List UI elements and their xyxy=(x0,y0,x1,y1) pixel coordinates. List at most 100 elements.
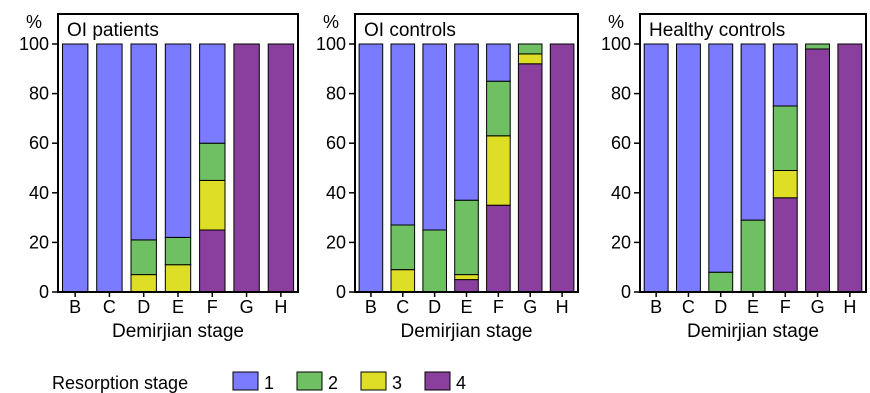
y-tick-label-100: 100 xyxy=(316,34,346,54)
bar-segment-C-stage-1 xyxy=(676,43,701,293)
x-axis-label: Demirjian stage xyxy=(401,321,533,342)
panel-title: OI controls xyxy=(364,20,456,41)
bar-segment-F-stage-4 xyxy=(486,204,511,293)
bar-segment-C-stage-2 xyxy=(390,224,416,271)
plot-frame xyxy=(354,13,579,293)
bar-segment-G-stage-4 xyxy=(233,43,260,293)
bar-segment-C-stage-1 xyxy=(390,43,416,226)
x-tick-label-E: E xyxy=(747,297,759,317)
legend-item-label-2: 2 xyxy=(328,373,338,393)
bar-segment-F-stage-3 xyxy=(772,170,798,199)
bar-segment-F-stage-1 xyxy=(199,43,226,144)
y-tick-label-80: 80 xyxy=(326,84,346,104)
chart-panel-2: B C D E F G H 0 20 40 60 80 100 OI controls% Demirjian… xyxy=(316,12,579,342)
bar-segment-D-stage-1 xyxy=(130,43,157,241)
legend: Resorption stage 1 2 3 4 xyxy=(52,371,466,393)
y-tick-label-60: 60 xyxy=(326,133,346,153)
legend-swatch-4 xyxy=(424,371,451,391)
bar-segment-F-stage-1 xyxy=(772,43,798,107)
x-tick-label-B: B xyxy=(69,297,81,317)
bar-segment-E-stage-2 xyxy=(740,219,766,293)
bar-segment-E-stage-2 xyxy=(454,199,479,276)
bar-segment-E-stage-3 xyxy=(454,274,479,281)
legend-label: Resorption stage xyxy=(52,373,188,393)
legend-swatch-3 xyxy=(360,371,387,391)
bar-segment-F-stage-2 xyxy=(199,142,226,181)
bar-segment-F-stage-4 xyxy=(199,229,226,293)
x-tick-label-F: F xyxy=(493,297,504,317)
x-tick-label-H: H xyxy=(556,297,569,317)
bar-segment-E-stage-1 xyxy=(740,43,766,221)
legend-swatch-2 xyxy=(296,371,323,391)
legend-item-label-4: 4 xyxy=(456,373,466,393)
y-tick-label-40: 40 xyxy=(29,183,49,203)
bar-segment-D-stage-2 xyxy=(130,239,157,276)
x-tick-label-C: C xyxy=(682,297,695,317)
bar-segment-E-stage-2 xyxy=(164,236,192,266)
bar-segment-E-stage-4 xyxy=(454,279,479,293)
bar-segment-F-stage-1 xyxy=(486,43,511,82)
bar-segment-D-stage-2 xyxy=(708,271,734,293)
bar-segment-F-stage-3 xyxy=(199,179,226,231)
legend-item-label-1: 1 xyxy=(264,373,274,393)
bar-segment-C-stage-1 xyxy=(96,43,123,293)
bar-segment-H-stage-4 xyxy=(267,43,295,293)
x-tick-label-E: E xyxy=(460,297,472,317)
x-tick-label-D: D xyxy=(714,297,727,317)
y-tick-label-40: 40 xyxy=(611,183,631,203)
plot-frame xyxy=(639,13,867,293)
y-tick-label-20: 20 xyxy=(326,232,346,252)
legend-swatch-1 xyxy=(232,371,259,391)
bar-segment-H-stage-4 xyxy=(837,43,863,293)
plot-frame xyxy=(57,13,299,293)
legend-items: 1 2 3 4 xyxy=(232,371,466,393)
bar-segment-B-stage-1 xyxy=(643,43,669,293)
bar-segment-E-stage-3 xyxy=(164,264,192,293)
y-tick-label-0: 0 xyxy=(336,282,346,302)
x-tick-label-G: G xyxy=(240,297,254,317)
x-tick-label-F: F xyxy=(780,297,791,317)
bar-segment-F-stage-2 xyxy=(486,80,511,137)
y-tick-label-60: 60 xyxy=(611,133,631,153)
bar-segment-G-stage-2 xyxy=(517,43,543,55)
panel-title: Healthy controls xyxy=(649,20,785,41)
chart-panel-1: B C D E F G H 0 20 40 60 80 100 OI patients% Demirjian… xyxy=(19,12,299,342)
panel-title: OI patients xyxy=(67,20,159,41)
bar-segment-G-stage-4 xyxy=(517,63,543,293)
x-tick-label-G: G xyxy=(811,297,825,317)
x-tick-label-D: D xyxy=(428,297,441,317)
bar-segment-G-stage-4 xyxy=(805,48,830,293)
chart-panel-3: B C D E F G H 0 20 40 60 80 100 Healthy controls% Demi… xyxy=(601,12,867,342)
bar-segment-B-stage-1 xyxy=(358,43,384,293)
bar-segment-D-stage-1 xyxy=(708,43,734,273)
x-tick-label-D: D xyxy=(137,297,150,317)
bar-segment-F-stage-4 xyxy=(772,197,798,293)
x-axis-label: Demirjian stage xyxy=(687,321,819,342)
bar-segment-G-stage-2 xyxy=(805,43,830,50)
x-tick-label-H: H xyxy=(843,297,856,317)
legend-item-label-3: 3 xyxy=(392,373,402,393)
bar-segment-B-stage-1 xyxy=(62,43,89,293)
bar-segment-E-stage-1 xyxy=(164,43,192,238)
x-tick-label-G: G xyxy=(523,297,537,317)
y-tick-label-0: 0 xyxy=(621,282,631,302)
bar-segment-G-stage-3 xyxy=(517,53,543,65)
y-tick-label-20: 20 xyxy=(29,232,49,252)
y-axis-label: % xyxy=(608,12,624,32)
x-tick-label-C: C xyxy=(103,297,116,317)
bar-segment-E-stage-1 xyxy=(454,43,479,201)
y-tick-label-80: 80 xyxy=(29,84,49,104)
bar-segment-C-stage-3 xyxy=(390,269,416,293)
y-tick-label-40: 40 xyxy=(326,183,346,203)
y-tick-label-100: 100 xyxy=(601,34,631,54)
x-tick-label-F: F xyxy=(207,297,218,317)
bar-segment-F-stage-3 xyxy=(486,135,511,206)
bar-segment-H-stage-4 xyxy=(549,43,575,293)
x-tick-label-E: E xyxy=(172,297,184,317)
x-tick-label-B: B xyxy=(365,297,377,317)
x-tick-label-B: B xyxy=(650,297,662,317)
y-tick-label-60: 60 xyxy=(29,133,49,153)
x-axis-label: Demirjian stage xyxy=(112,321,244,342)
